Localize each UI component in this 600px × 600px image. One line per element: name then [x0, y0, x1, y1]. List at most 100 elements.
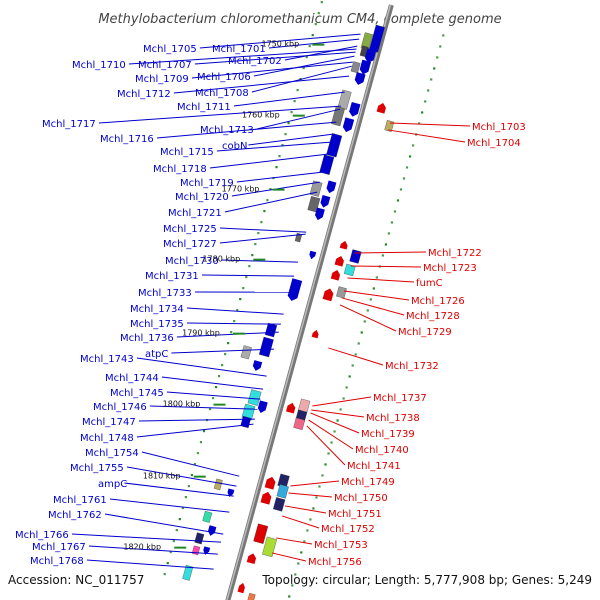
- track-dot: [190, 473, 194, 477]
- track-dot: [357, 342, 360, 345]
- gene-feature: [264, 476, 276, 490]
- track-dot: [381, 254, 384, 257]
- track-dot: [360, 331, 363, 334]
- track-dot: [439, 45, 442, 48]
- track-dot: [306, 529, 309, 532]
- gene-label-mchl_1711: Mchl_1711: [177, 102, 231, 113]
- track-dot: [217, 374, 221, 378]
- gene-feature: [311, 329, 319, 339]
- kbp-tick-label: 1820 kbp: [123, 543, 161, 552]
- track-dot: [202, 429, 206, 433]
- track-dot: [260, 220, 263, 224]
- gene-feature: [349, 101, 361, 117]
- track-dot: [187, 484, 190, 488]
- track-dot: [242, 286, 245, 290]
- gene-label-mchl_1709: Mchl_1709: [135, 74, 189, 85]
- gene-feature: [349, 249, 362, 264]
- gene-label-mchl_1704: Mchl_1704: [467, 138, 521, 149]
- gene-feature: [202, 510, 213, 523]
- track-dot: [281, 143, 284, 147]
- track-dot: [430, 78, 433, 81]
- gene-feature: [286, 402, 296, 414]
- gene-label-cobn: cobN: [222, 141, 247, 152]
- gene-label-mchl_1702: Mchl_1702: [228, 56, 282, 67]
- gene-label-mchl_1725: Mchl_1725: [163, 224, 217, 235]
- track-dot: [384, 243, 387, 246]
- gene-features: [182, 24, 395, 600]
- gene-feature: [293, 417, 306, 431]
- gene-feature: [260, 491, 272, 505]
- gene-feature: [208, 525, 217, 536]
- gene-label-mchl_1718: Mchl_1718: [153, 164, 207, 175]
- kbp-tick-label: 1790 kbp: [182, 329, 220, 338]
- track-dot: [163, 572, 166, 576]
- track-dot: [284, 132, 287, 136]
- kbp-tick-label: 1760 kbp: [242, 111, 280, 120]
- gene-label-mchl_1735: Mchl_1735: [130, 319, 184, 330]
- gene-label-mchl_1723: Mchl_1723: [423, 263, 477, 274]
- gene-label-mchl_1740: Mchl_1740: [355, 445, 409, 456]
- gene-feature: [330, 269, 341, 281]
- track-dot: [288, 595, 291, 598]
- gene-feature: [247, 592, 256, 600]
- track-dot: [312, 507, 315, 510]
- gene-label-mchl_1741: Mchl_1741: [347, 461, 401, 472]
- gene-label-mchl_1747: Mchl_1747: [82, 417, 136, 428]
- track-dot: [263, 209, 266, 213]
- gene-feature: [354, 72, 366, 85]
- track-dot: [278, 154, 281, 158]
- gene-feature: [364, 48, 377, 63]
- gene-feature: [376, 102, 386, 114]
- gene-label-mchl_1733: Mchl_1733: [138, 288, 192, 299]
- gene-label-mchl_1708: Mchl_1708: [195, 88, 249, 99]
- track-dot: [221, 363, 224, 367]
- genome-info-text: Topology: circular; Length: 5,777,908 bp…: [262, 573, 592, 587]
- track-dot: [166, 561, 169, 565]
- gene-feature: [342, 117, 355, 133]
- gene-label-mchl_1756: Mchl_1756: [308, 557, 362, 568]
- gene-label-mchl_1767: Mchl_1767: [32, 542, 86, 553]
- track-dot: [330, 441, 333, 444]
- gene-feature: [273, 497, 286, 512]
- gene-feature: [319, 154, 335, 175]
- gene-label-mchl_1734: Mchl_1734: [130, 304, 184, 315]
- gene-label-mchl_1707: Mchl_1707: [138, 60, 192, 71]
- gene-label-mchl_1712: Mchl_1712: [117, 89, 171, 100]
- gene-label-mchl_1721: Mchl_1721: [168, 208, 222, 219]
- gene-label-mchl_1762: Mchl_1762: [48, 510, 102, 521]
- track-dot: [227, 341, 230, 345]
- track-dot: [181, 506, 184, 510]
- track-dot: [254, 242, 257, 246]
- track-dot: [300, 551, 303, 554]
- gene-feature: [343, 263, 356, 277]
- gene-label-mchl_1739: Mchl_1739: [361, 429, 415, 440]
- track-dot: [175, 528, 178, 532]
- gene-label-mchl_1729: Mchl_1729: [398, 327, 452, 338]
- track-dot: [375, 276, 378, 279]
- label-connectors: [71, 33, 471, 570]
- gene-feature: [246, 553, 257, 565]
- gene-feature: [331, 106, 345, 127]
- gene-feature: [252, 360, 263, 371]
- track-dot: [369, 298, 372, 301]
- gene-feature: [253, 523, 269, 544]
- gene-label-mchl_1716: Mchl_1716: [100, 134, 154, 145]
- track-dot: [193, 462, 197, 466]
- gene-feature: [336, 286, 347, 299]
- map-title: Methylobacterium chloromethanicum CM4, c…: [98, 12, 501, 27]
- gene-label-mchl_1761: Mchl_1761: [53, 495, 107, 506]
- track-dot: [266, 198, 269, 202]
- kbp-tick-label: 1810 kbp: [143, 472, 181, 481]
- track-dot: [224, 352, 227, 356]
- track-dot: [318, 485, 321, 488]
- track-dot: [178, 517, 181, 521]
- gene-label-mchl_1710: Mchl_1710: [72, 60, 126, 71]
- track-dot: [309, 518, 312, 521]
- gene-label-mchl_1754: Mchl_1754: [85, 448, 139, 459]
- gene-label-mchl_1713: Mchl_1713: [200, 125, 254, 136]
- track-dot: [342, 397, 345, 400]
- track-dot: [199, 440, 203, 444]
- track-dot: [297, 562, 300, 565]
- track-dot: [211, 396, 215, 400]
- gene-feature: [359, 59, 372, 75]
